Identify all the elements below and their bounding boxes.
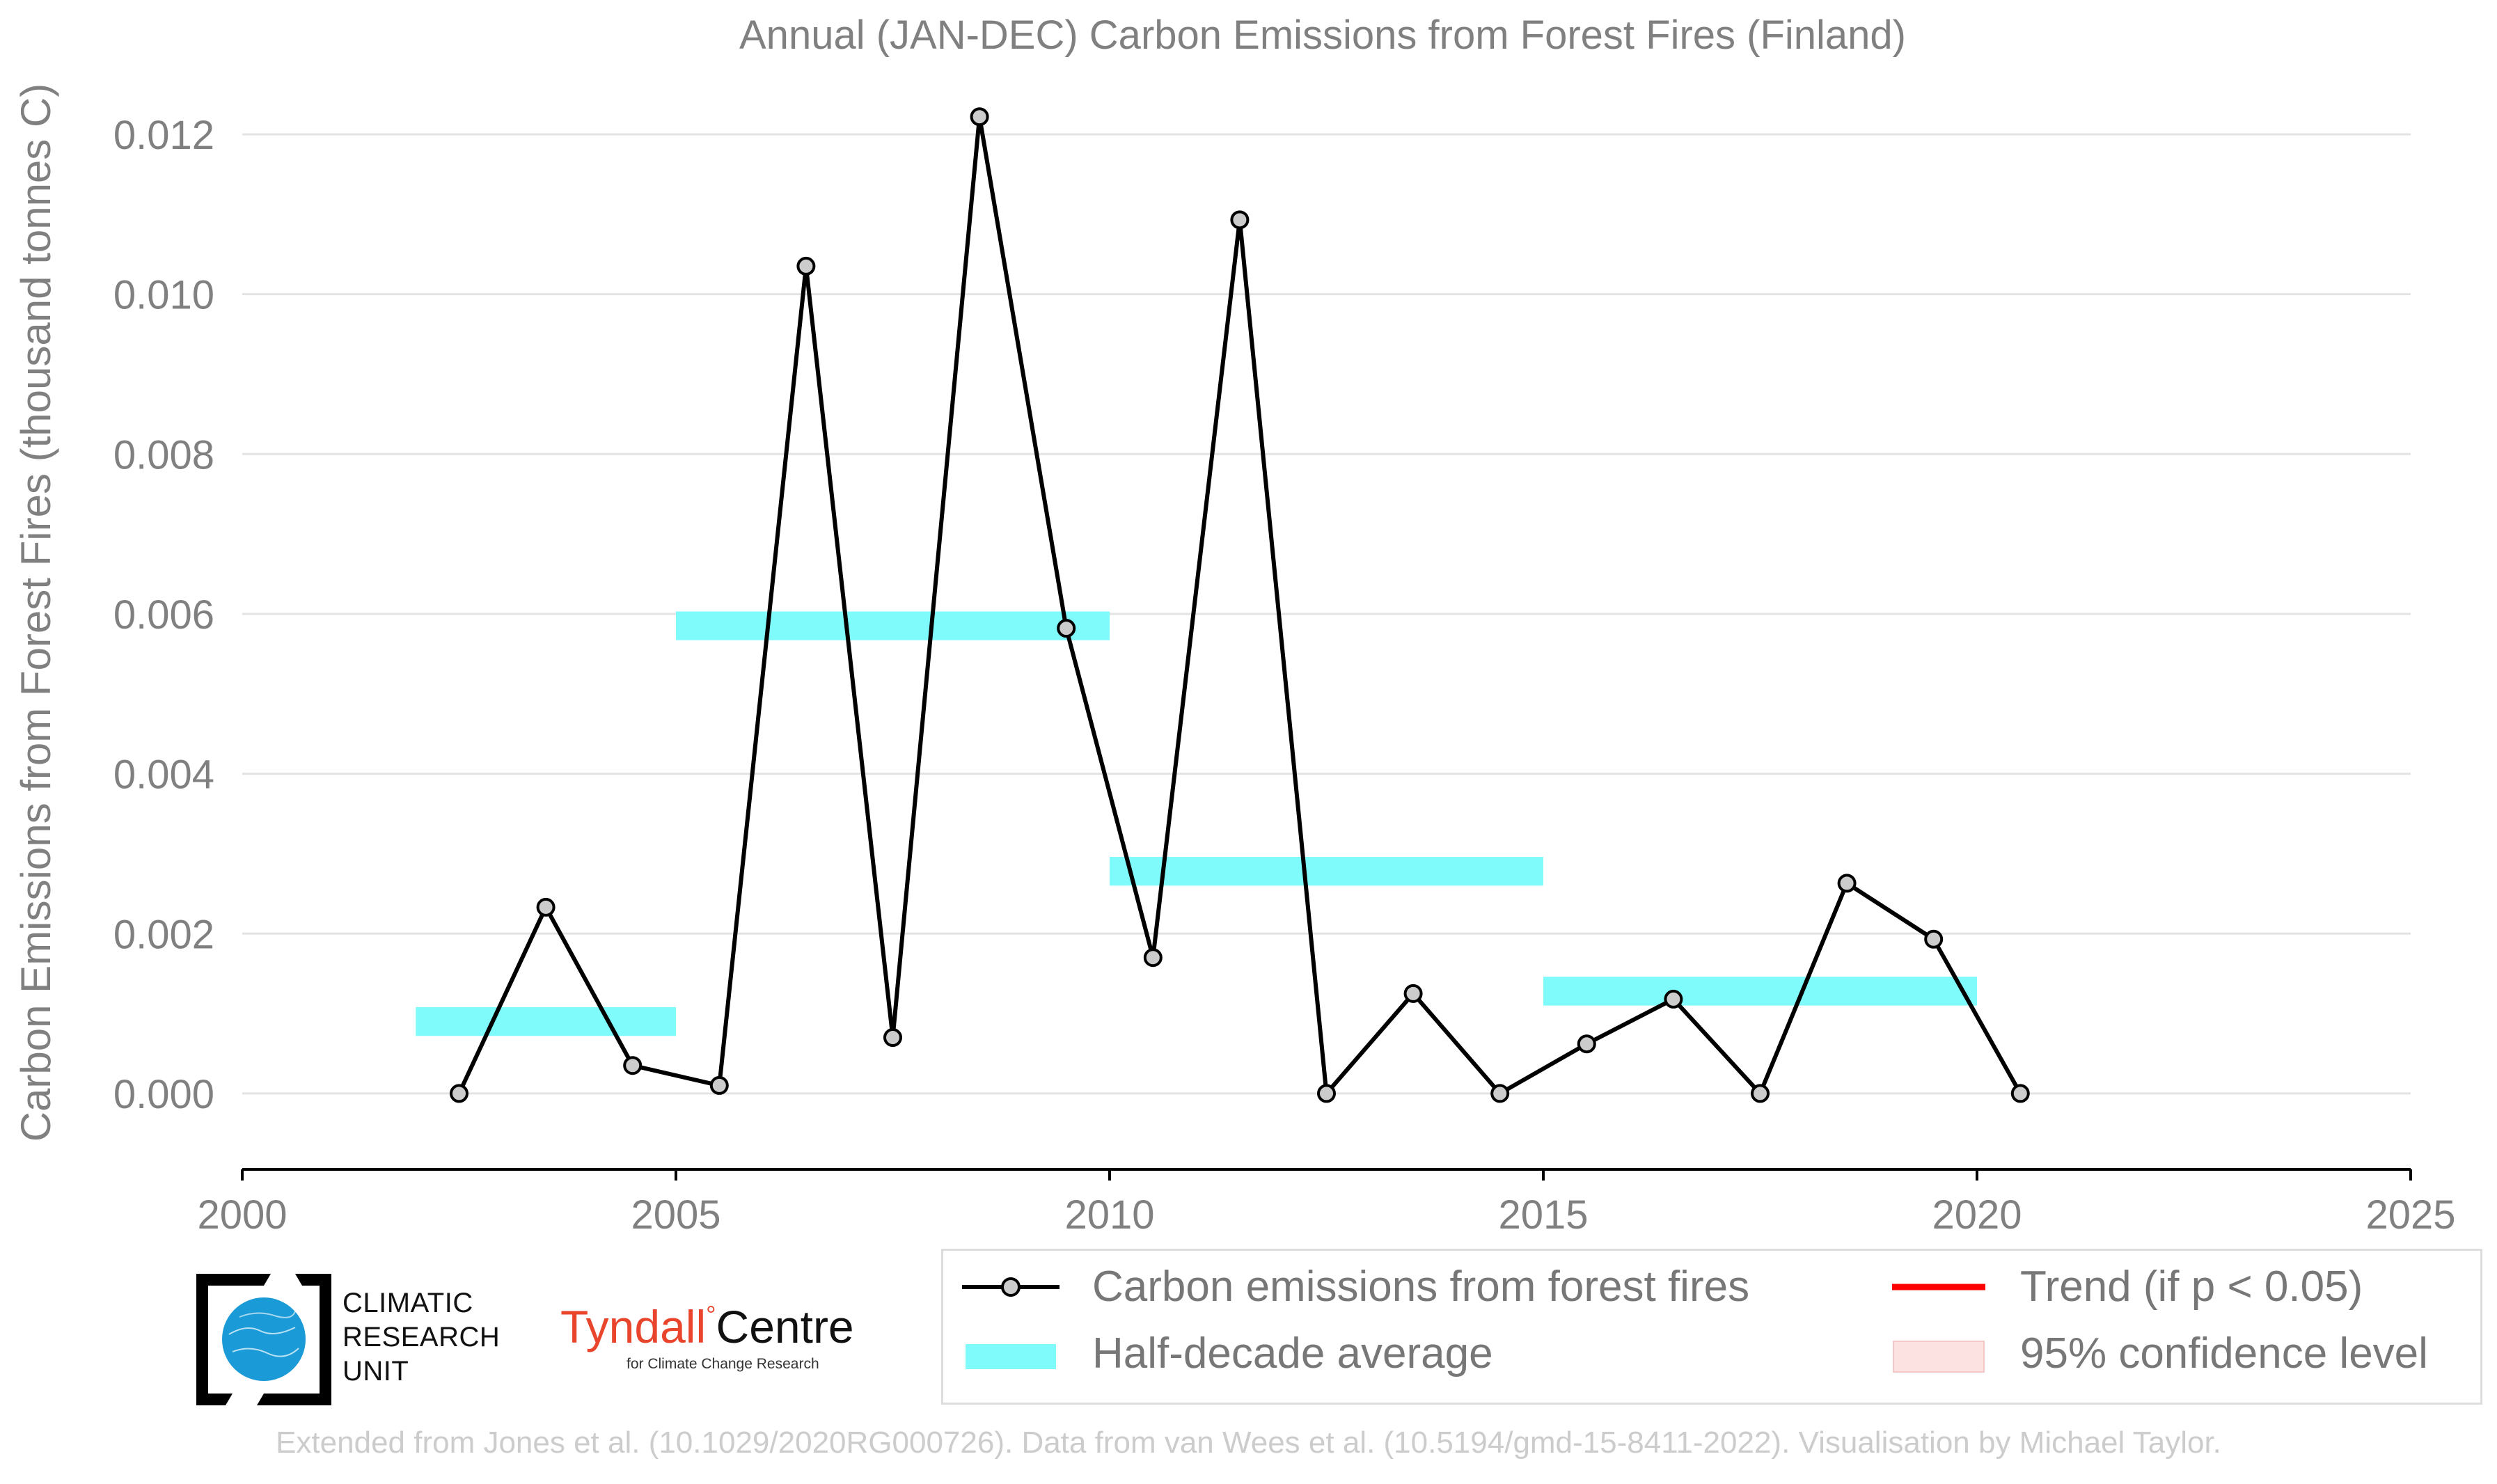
axes: 0.000 0.002 0.004 0.006 0.008 0.010 0.012 2000 2… — [113, 113, 2456, 1238]
tyndall-logo-title: Tyndall°Centre — [560, 1300, 854, 1353]
emissions-point — [709, 1075, 729, 1095]
chart-canvas: Annual (JAN-DEC) Carbon Emissions from F… — [13, 13, 2456, 1238]
y-tick-label: 0.004 — [113, 752, 214, 798]
y-axis-label: Carbon Emissions from Forest Fires (thou… — [13, 84, 59, 1142]
legend-item-emissions: Carbon emissions from forest fires — [959, 1262, 1749, 1311]
legend-label-confidence: 95% confidence level — [2020, 1329, 2428, 1378]
legend-line-marker-swatch — [962, 1277, 1060, 1297]
y-tick-label: 0.012 — [113, 113, 214, 158]
cru-logo-text: CLIMATIC RESEARCH UNIT — [342, 1286, 500, 1389]
x-tick-label: 2005 — [631, 1192, 720, 1238]
half-decade-average-bar — [416, 1007, 676, 1036]
legend-confidence-swatch — [1893, 1340, 1985, 1373]
emissions-point — [623, 1056, 643, 1075]
emissions-point — [1403, 984, 1423, 1003]
emissions-point — [2010, 1084, 2030, 1103]
emissions-point — [1057, 619, 1076, 638]
legend-label-trend: Trend (if p < 0.05) — [2020, 1263, 2363, 1311]
x-tick-label: 2020 — [1932, 1192, 2022, 1238]
emissions-point — [970, 107, 989, 127]
legend-trend-swatch — [1892, 1284, 1985, 1290]
tyndall-logo-subtitle: for Climate Change Research — [627, 1356, 819, 1372]
data-series — [450, 107, 2030, 1103]
cru-line-1: CLIMATIC — [342, 1288, 473, 1318]
x-tick-label: 2000 — [197, 1192, 287, 1238]
y-tick-label: 0.006 — [113, 592, 214, 638]
cru-line-2: RESEARCH — [342, 1322, 501, 1352]
y-tick-label: 0.002 — [113, 912, 214, 957]
half-decade-average-bars — [416, 611, 1977, 1036]
legend-item-half-decade: Half-decade average — [959, 1329, 1493, 1378]
emissions-point — [1924, 929, 1944, 949]
emissions-point — [1837, 874, 1857, 893]
emissions-point — [1664, 989, 1683, 1009]
legend-label-half-decade: Half-decade average — [1092, 1329, 1493, 1378]
chart-title: Annual (JAN-DEC) Carbon Emissions from F… — [739, 13, 1906, 58]
half-decade-average-bar — [676, 611, 1110, 640]
emissions-point — [1143, 948, 1163, 968]
half-decade-average-bar — [1543, 977, 1977, 1006]
emissions-line — [457, 114, 2022, 1096]
attribution-footer: Extended from Jones et al. (10.1029/2020… — [276, 1426, 2221, 1460]
y-tick-label: 0.008 — [113, 432, 214, 477]
emissions-point — [536, 897, 556, 917]
emissions-point — [1490, 1084, 1510, 1103]
tyndall-logo: Tyndall°Centre for Climate Change Resear… — [560, 1300, 854, 1372]
tyndall-degree: ° — [706, 1300, 716, 1329]
legend-bar-swatch — [966, 1343, 1056, 1369]
emissions-point — [1751, 1084, 1770, 1103]
emissions-point — [883, 1028, 902, 1048]
emissions-point — [1577, 1034, 1596, 1054]
y-tick-label: 0.010 — [113, 273, 214, 318]
tyndall-word: Tyndall — [560, 1301, 707, 1352]
legend-label-emissions: Carbon emissions from forest fires — [1092, 1263, 1750, 1311]
emissions-point — [796, 256, 816, 276]
cru-line-3: UNIT — [342, 1356, 409, 1387]
centre-word: Centre — [716, 1301, 854, 1352]
legend-item-confidence: 95% confidence level — [1886, 1329, 2428, 1378]
half-decade-average-bar — [1110, 857, 1543, 886]
emissions-point — [1317, 1084, 1336, 1103]
emissions-point — [1230, 210, 1250, 230]
x-tick-label: 2010 — [1064, 1192, 1154, 1238]
legend-item-trend: Trend (if p < 0.05) — [1886, 1262, 2363, 1311]
x-tick-label: 2025 — [2365, 1192, 2455, 1238]
grid-lines — [242, 133, 2411, 1095]
cru-logo — [196, 1274, 331, 1405]
y-tick-label: 0.000 — [113, 1072, 214, 1117]
legend: Carbon emissions from forest fires Half-… — [941, 1249, 2482, 1405]
x-tick-label: 2015 — [1498, 1192, 1588, 1238]
emissions-point — [450, 1084, 468, 1103]
